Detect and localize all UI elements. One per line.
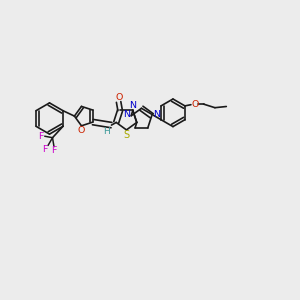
- Text: F: F: [51, 146, 57, 155]
- Text: N: N: [123, 110, 130, 119]
- Text: O: O: [116, 93, 123, 102]
- Text: N: N: [153, 110, 160, 119]
- Text: N: N: [129, 101, 136, 110]
- Text: F: F: [38, 132, 44, 141]
- Text: S: S: [123, 130, 130, 140]
- Text: H: H: [103, 127, 110, 136]
- Text: O: O: [77, 125, 85, 134]
- Text: F: F: [42, 145, 48, 154]
- Text: O: O: [191, 100, 199, 109]
